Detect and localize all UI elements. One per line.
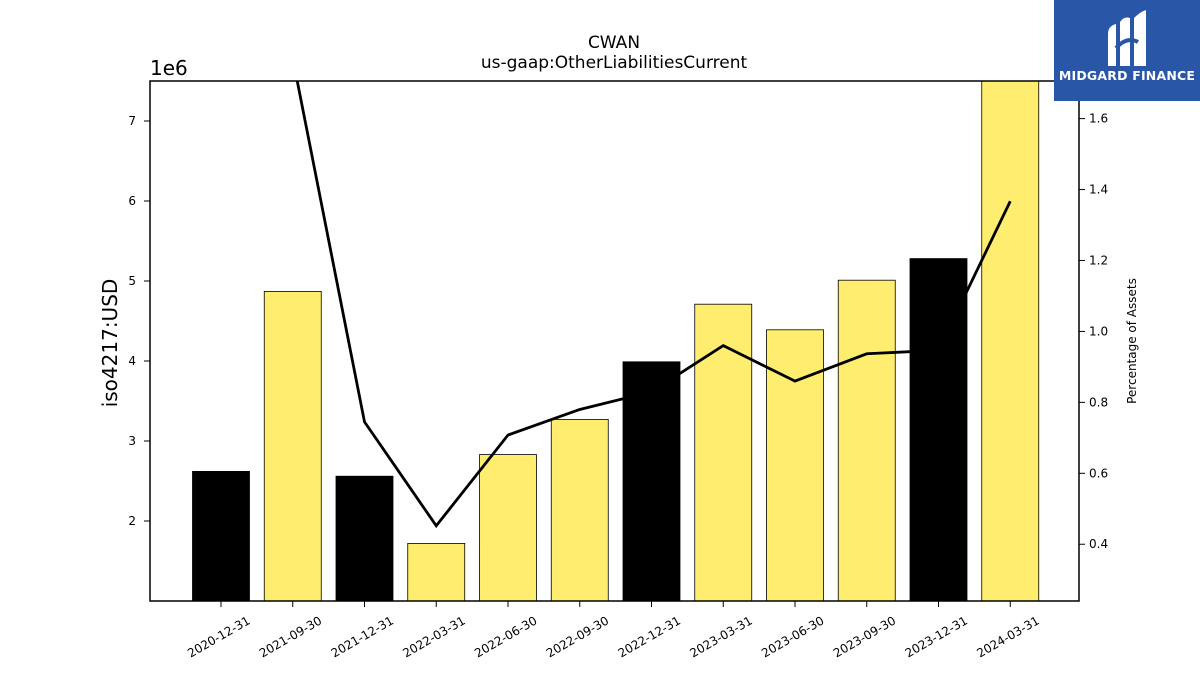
bar-2024-03-31 <box>981 80 1040 602</box>
bar-2022-09-30 <box>550 418 609 602</box>
line-layer <box>295 81 1012 529</box>
bar-2023-03-31 <box>694 303 753 602</box>
midgard-logo-icon <box>1108 10 1146 66</box>
right-axis-ticks: 0.4 0.6 0.8 1.0 1.2 1.4 1.6 <box>1079 112 1108 551</box>
bar-2021-12-31 <box>335 475 394 602</box>
y2-axis-label: Percentage of Assets <box>1125 278 1139 404</box>
y-tick-label-5: 5 <box>128 274 136 288</box>
x-tick-label-2023-09-30: 2023-09-30 <box>831 613 898 660</box>
y2-tick-label-0.8: 0.8 <box>1089 395 1108 409</box>
y2-tick-label-0.4: 0.4 <box>1089 537 1108 551</box>
bar-2020-12-31 <box>192 470 250 602</box>
bar-2022-12-31 <box>622 361 681 602</box>
y-axis-label: iso4217:USD <box>98 279 122 408</box>
plot-frame <box>149 80 1080 602</box>
x-tick-label-2022-09-30: 2022-09-30 <box>544 613 611 660</box>
bar-2023-12-31 <box>909 258 968 602</box>
y-axis-exponent: 1e6 <box>150 56 188 80</box>
chart-subtitle: us-gaap:OtherLiabilitiesCurrent <box>481 53 748 73</box>
x-tick-label-2022-06-30: 2022-06-30 <box>472 613 539 660</box>
y-tick-label-6: 6 <box>128 194 136 208</box>
x-tick-label-2023-06-30: 2023-06-30 <box>759 613 826 660</box>
x-tick-label-2020-12-31: 2020-12-31 <box>185 613 252 660</box>
y2-tick-label-1.2: 1.2 <box>1089 253 1108 267</box>
bar-2022-06-30 <box>479 454 537 602</box>
x-tick-label-2022-12-31: 2022-12-31 <box>616 613 683 660</box>
y-tick-label-3: 3 <box>128 434 136 448</box>
y2-tick-label-1.6: 1.6 <box>1089 112 1108 126</box>
x-axis-ticks: 2020-12-31 2021-09-30 2021-12-31 2022-03-31… <box>185 601 1042 660</box>
left-axis-ticks: 2 3 4 5 6 7 <box>128 114 150 528</box>
percentage-of-assets-line <box>295 81 1012 529</box>
y-tick-label-4: 4 <box>128 354 136 368</box>
x-tick-label-2021-09-30: 2021-09-30 <box>257 613 324 660</box>
y-tick-label-7: 7 <box>128 114 136 128</box>
x-tick-label-2021-12-31: 2021-12-31 <box>329 613 396 660</box>
x-tick-label-2024-03-31: 2024-03-31 <box>974 613 1041 660</box>
chart-title: CWAN <box>588 33 640 53</box>
midgard-finance-logo: MIDGARD FINANCE <box>1054 0 1200 101</box>
y2-tick-label-1: 1.0 <box>1089 324 1108 338</box>
y-tick-label-2: 2 <box>128 514 136 528</box>
logo-wordmark: MIDGARD FINANCE <box>1058 68 1196 83</box>
bar-2023-09-30 <box>837 279 896 602</box>
x-tick-label-2023-12-31: 2023-12-31 <box>903 613 970 660</box>
x-tick-label-2023-03-31: 2023-03-31 <box>687 613 754 660</box>
y2-tick-label-1.4: 1.4 <box>1089 183 1108 197</box>
bar-2021-09-30 <box>263 290 322 602</box>
bars-group <box>192 80 1040 602</box>
y2-tick-label-0.6: 0.6 <box>1089 466 1108 480</box>
bar-2022-03-31 <box>407 543 466 602</box>
x-tick-label-2022-03-31: 2022-03-31 <box>400 613 467 660</box>
